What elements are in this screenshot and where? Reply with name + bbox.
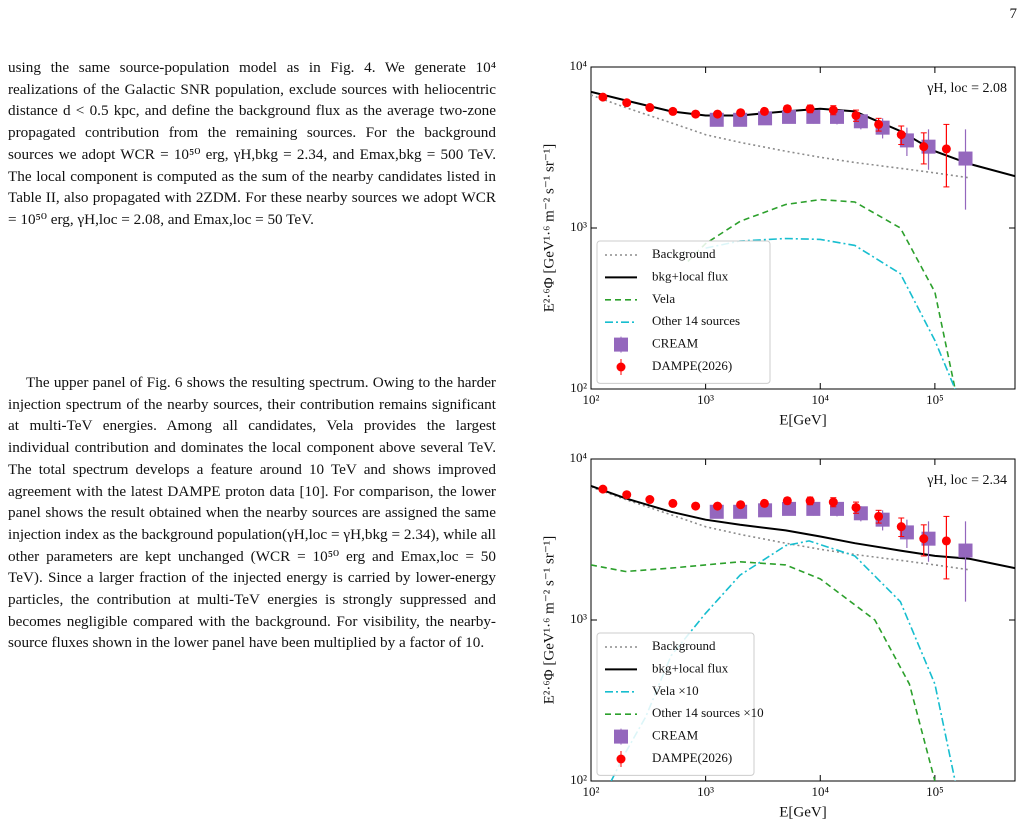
y-tick-label: 10³ xyxy=(570,611,587,626)
data-point xyxy=(713,109,723,119)
legend-label: bkg+local flux xyxy=(652,268,729,283)
data-point xyxy=(805,104,815,114)
data-point xyxy=(622,490,632,500)
data-point xyxy=(782,496,792,506)
data-point xyxy=(896,130,906,140)
data-point xyxy=(691,109,701,119)
legend-swatch xyxy=(616,754,626,764)
data-point xyxy=(851,110,861,120)
data-point xyxy=(598,484,608,494)
legend-label: Background xyxy=(652,246,716,261)
data-point xyxy=(668,498,678,508)
plot-frame xyxy=(590,458,1016,782)
legend-swatch xyxy=(614,337,628,352)
annotation: γH, loc = 2.34 xyxy=(926,473,1007,488)
plot-frame xyxy=(590,66,1016,390)
data-point xyxy=(691,501,701,511)
x-tick-label: 10⁴ xyxy=(811,392,829,407)
data-point xyxy=(668,106,678,116)
data-point xyxy=(958,151,973,166)
data-point xyxy=(782,104,792,114)
data-point xyxy=(782,501,797,516)
data-point xyxy=(759,498,769,508)
chart: 10² 10³ 10⁴ 10⁵ 10² 10³ 10⁴ E[GeV] E²·⁶Φ [GeV¹·⁶… xyxy=(541,450,1016,820)
data-point xyxy=(941,144,951,154)
data-point xyxy=(941,536,951,546)
y-axis-label: E²·⁶Φ [GeV¹·⁶ m⁻² s⁻¹ sr⁻¹] xyxy=(541,144,557,312)
data-point xyxy=(806,501,821,516)
legend-swatch xyxy=(614,729,628,744)
data-point xyxy=(919,142,929,152)
data-point xyxy=(759,106,769,116)
legend-label: DAMPE(2026) xyxy=(652,358,732,373)
legend-label: Vela ×10 xyxy=(652,683,699,698)
x-tick-label: 10⁵ xyxy=(926,784,944,799)
legend-label: DAMPE(2026) xyxy=(652,750,732,765)
legend-label: Other 14 sources ×10 xyxy=(652,705,764,720)
data-point xyxy=(645,495,655,505)
x-tick-label: 10⁵ xyxy=(926,392,944,407)
data-point xyxy=(805,496,815,506)
chart: 10² 10³ 10⁴ 10⁵ 10² 10³ 10⁴ E[GeV] E²·⁶Φ [GeV¹·⁶… xyxy=(541,58,1016,428)
data-point xyxy=(622,98,632,108)
plot-area xyxy=(591,90,1015,389)
y-axis-label: E²·⁶Φ [GeV¹·⁶ m⁻² s⁻¹ sr⁻¹] xyxy=(541,536,557,704)
series-line xyxy=(591,90,1015,178)
data-point xyxy=(851,502,861,512)
data-point xyxy=(919,534,929,544)
y-tick-label: 10³ xyxy=(570,219,587,234)
legend-label: bkg+local flux xyxy=(652,660,729,675)
data-point xyxy=(736,108,746,118)
legend-label: CREAM xyxy=(652,728,699,743)
legend-box xyxy=(596,240,771,384)
series-line xyxy=(591,94,970,179)
data-point xyxy=(598,92,608,102)
annotation: γH, loc = 2.08 xyxy=(926,81,1007,96)
data-point xyxy=(828,497,838,507)
series-line xyxy=(591,486,970,571)
paragraph: The upper panel of Fig. 6 shows the resu… xyxy=(8,374,496,652)
x-tick-label: 10³ xyxy=(697,392,714,407)
x-tick-label: 10⁴ xyxy=(811,784,829,799)
series-line xyxy=(687,198,956,389)
data-point xyxy=(733,112,748,127)
plot-area xyxy=(591,484,1015,781)
page-number: 7 xyxy=(1009,6,1018,22)
y-tick-label: 10² xyxy=(570,380,587,395)
x-tick-label: 10² xyxy=(583,392,600,407)
legend-label: CREAM xyxy=(652,336,699,351)
x-tick-label: 10² xyxy=(583,784,600,799)
data-point xyxy=(806,109,821,124)
data-point xyxy=(896,522,906,532)
paragraph: using the same source-population model a… xyxy=(8,59,496,228)
series-line xyxy=(591,560,936,781)
y-tick-label: 10² xyxy=(570,772,587,787)
data-point xyxy=(828,105,838,115)
y-tick-label: 10⁴ xyxy=(569,58,587,73)
legend-label: Other 14 sources xyxy=(652,313,740,328)
legend-label: Background xyxy=(652,638,716,653)
data-point xyxy=(958,543,973,558)
legend-swatch xyxy=(616,362,626,372)
data-point xyxy=(713,501,723,511)
data-point xyxy=(733,504,748,519)
legend-label: Vela xyxy=(652,291,675,306)
x-axis-label: E[GeV] xyxy=(779,412,826,428)
data-point xyxy=(736,500,746,510)
series-line xyxy=(591,485,1015,570)
x-tick-label: 10³ xyxy=(697,784,714,799)
data-point xyxy=(874,511,884,521)
data-point xyxy=(874,119,884,129)
y-tick-label: 10⁴ xyxy=(569,450,587,465)
x-axis-label: E[GeV] xyxy=(779,804,826,820)
data-point xyxy=(645,103,655,113)
data-point xyxy=(782,109,797,124)
series-line xyxy=(705,237,956,389)
